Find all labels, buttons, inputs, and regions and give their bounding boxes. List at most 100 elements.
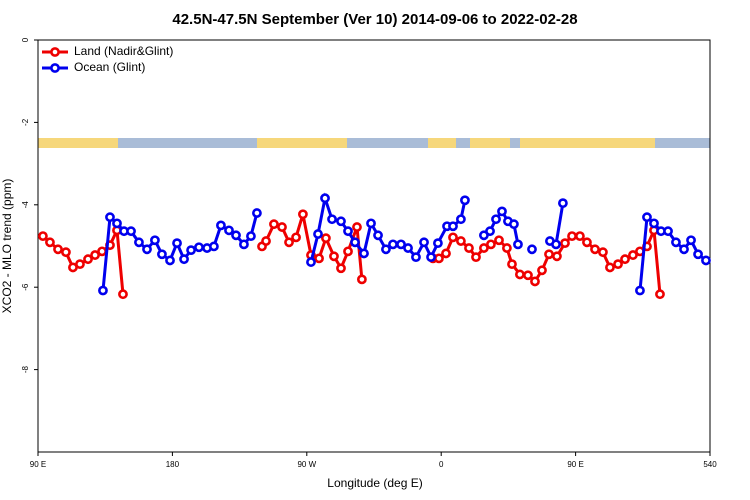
x-tick-label: 0 — [439, 460, 444, 469]
ocean-strip — [38, 138, 710, 148]
data-point — [157, 249, 167, 260]
data-point — [530, 276, 540, 287]
data-point — [686, 235, 696, 246]
data-point — [485, 226, 495, 237]
x-tick-label: 90 E — [567, 460, 583, 469]
data-point — [502, 243, 512, 253]
data-point — [426, 252, 436, 263]
data-point — [83, 254, 93, 265]
data-point — [314, 253, 324, 264]
data-point — [298, 209, 308, 220]
data-point — [679, 244, 689, 255]
data-point — [239, 239, 249, 250]
data-point — [613, 259, 623, 270]
data-point — [165, 255, 175, 266]
legend-marker — [50, 63, 60, 73]
data-point — [90, 250, 100, 260]
data-point — [134, 237, 144, 248]
data-point — [261, 236, 271, 246]
data-point — [142, 244, 152, 255]
data-point — [456, 214, 466, 225]
data-point — [403, 243, 413, 253]
data-point — [105, 212, 115, 223]
data-point — [246, 231, 256, 242]
data-point — [635, 285, 645, 296]
data-point — [620, 254, 630, 265]
data-point — [284, 237, 294, 248]
data-point — [209, 241, 219, 252]
data-point — [434, 253, 444, 264]
data-point — [336, 216, 346, 227]
data-point — [179, 254, 189, 265]
data-point — [336, 263, 346, 274]
data-point — [411, 252, 421, 263]
data-point — [663, 226, 673, 237]
data-point — [320, 193, 330, 204]
y-tick-label: -6 — [21, 283, 30, 291]
data-point — [456, 236, 466, 246]
data-point — [471, 252, 481, 263]
plot-frame — [37, 39, 711, 453]
data-point — [216, 220, 226, 231]
data-point — [329, 251, 339, 262]
data-point — [53, 244, 63, 255]
data-point — [45, 237, 55, 248]
data-point — [448, 221, 458, 232]
data-point — [448, 232, 458, 243]
y-tick-label: -4 — [21, 201, 30, 209]
y-axis-label: XCO2 - MLO trend (ppm) — [0, 179, 14, 314]
legend-label: Land (Nadir&Glint) — [74, 44, 173, 58]
data-point — [98, 285, 108, 296]
data-point — [118, 289, 128, 300]
data-point — [655, 289, 665, 300]
data-point — [194, 242, 204, 253]
data-point — [582, 237, 592, 248]
y-tick-label: -2 — [21, 118, 30, 126]
data-point — [486, 239, 496, 250]
land-ocean-strip — [38, 138, 710, 148]
data-point — [75, 259, 85, 270]
data-point — [186, 245, 196, 256]
data-point — [97, 246, 107, 257]
data-point — [433, 238, 443, 249]
data-point — [491, 214, 501, 225]
data-point — [231, 230, 241, 241]
chart-title: 42.5N-47.5N September (Ver 10) 2014-09-0… — [172, 11, 577, 28]
data-point — [509, 219, 519, 230]
data-point — [112, 218, 122, 229]
data-point — [537, 265, 547, 276]
data-point — [514, 269, 525, 280]
data-point — [560, 238, 570, 249]
data-point — [441, 248, 451, 259]
data-point — [291, 232, 301, 243]
legend-label: Ocean (Glint) — [74, 60, 145, 74]
data-point — [497, 206, 507, 217]
data-point — [306, 257, 316, 267]
data-point — [628, 250, 638, 260]
data-point — [277, 222, 287, 232]
data-point — [460, 195, 470, 206]
data-point — [313, 229, 323, 239]
data-point — [552, 251, 562, 262]
data-point — [575, 231, 585, 242]
y-tick-label: -8 — [21, 365, 30, 373]
data-point — [567, 231, 577, 242]
data-point — [61, 247, 71, 258]
data-point — [343, 226, 353, 237]
data-point — [150, 235, 160, 246]
data-point — [350, 237, 360, 248]
data-point — [252, 208, 262, 218]
data-point — [381, 244, 391, 255]
data-point — [551, 239, 561, 250]
land-strip — [470, 138, 510, 148]
land-strip — [428, 138, 456, 148]
data-point — [366, 218, 376, 229]
legend-marker — [50, 47, 60, 57]
data-point — [352, 222, 362, 232]
data-point — [359, 248, 369, 259]
data-point — [544, 249, 554, 260]
data-point — [269, 219, 279, 230]
land-strip — [257, 138, 347, 148]
land-strip — [38, 138, 118, 148]
